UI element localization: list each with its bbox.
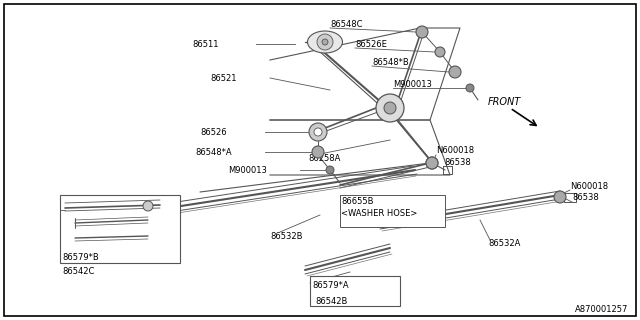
Bar: [310, 276, 400, 306]
Text: 86548C: 86548C: [330, 20, 362, 28]
Text: M900013: M900013: [228, 165, 267, 174]
Text: <WASHER HOSE>: <WASHER HOSE>: [341, 209, 417, 218]
Bar: [60, 195, 180, 263]
Circle shape: [317, 34, 333, 50]
Text: N600018: N600018: [436, 146, 474, 155]
Circle shape: [426, 157, 438, 169]
Circle shape: [309, 123, 327, 141]
Text: FRONT: FRONT: [488, 97, 521, 107]
Bar: [340, 195, 445, 227]
Ellipse shape: [307, 31, 342, 53]
Circle shape: [435, 47, 445, 57]
Text: 86548*A: 86548*A: [195, 148, 232, 156]
Circle shape: [554, 191, 566, 203]
Text: 86526E: 86526E: [355, 39, 387, 49]
Text: 86655B: 86655B: [341, 196, 374, 205]
Text: 86532B: 86532B: [270, 231, 303, 241]
Text: 86521: 86521: [210, 74, 237, 83]
Text: 86579*B: 86579*B: [62, 253, 99, 262]
Circle shape: [143, 201, 153, 211]
Circle shape: [384, 102, 396, 114]
Text: 86258A: 86258A: [308, 154, 340, 163]
Text: 86538: 86538: [572, 193, 599, 202]
Circle shape: [314, 128, 322, 136]
Text: A870001257: A870001257: [575, 305, 628, 314]
Text: N600018: N600018: [570, 181, 608, 190]
Text: 86532A: 86532A: [488, 238, 520, 247]
Circle shape: [312, 146, 324, 158]
Text: 86511: 86511: [192, 39, 218, 49]
Text: 86579*A: 86579*A: [312, 281, 349, 290]
Circle shape: [376, 94, 404, 122]
Circle shape: [449, 66, 461, 78]
Circle shape: [326, 166, 334, 174]
Text: 86548*B: 86548*B: [372, 58, 409, 67]
Text: 86538: 86538: [444, 157, 471, 166]
Text: M900013: M900013: [393, 79, 432, 89]
Text: 86526: 86526: [200, 127, 227, 137]
Circle shape: [322, 39, 328, 45]
Circle shape: [466, 84, 474, 92]
Text: 86542B: 86542B: [315, 298, 348, 307]
Text: 86542C: 86542C: [62, 268, 94, 276]
Circle shape: [416, 26, 428, 38]
Circle shape: [426, 157, 438, 169]
